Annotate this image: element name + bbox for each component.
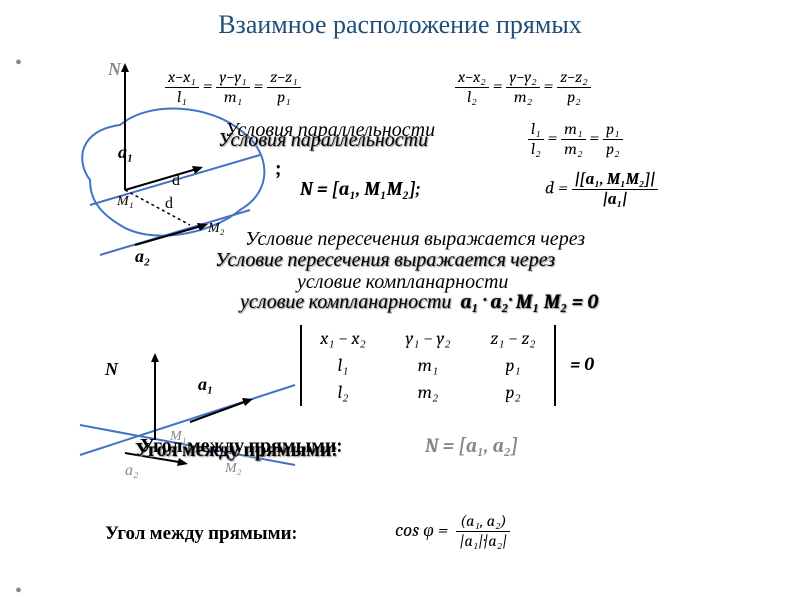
intersect-label-shadow: Условие пересечения выражается через [215,248,555,272]
svg-text:N: N [104,359,119,379]
bullet-icon: • [15,52,22,75]
semicolon: ; [275,155,281,181]
angle-vector-grey: N = [a₁, a₂] [425,434,518,458]
angle-bottom-label: Угол между прямыми: [105,522,297,545]
cosine-eq: cos φ = (a₁, a₂)|a₁|·|a₂| [395,512,510,551]
parallel-ratio: l₁l₂ = m₁m₂ = p₁p₂ [528,120,623,159]
distance-eq: d = |[a₁, M₁M₂]||a₁| [545,170,658,209]
svg-text:M₁: M₁ [116,194,134,209]
canonical-eq-1: x−x₁l₁ = y−y₁m₁ = z−z₁p₁ [165,68,301,107]
parallel-label: Условия параллельности [225,118,435,142]
angle-label: Угол между прямыми: [140,434,342,458]
svg-text:a₁: a₁ [118,142,133,162]
svg-text:a₂: a₂ [135,246,150,266]
svg-text:d: d [172,172,180,189]
svg-text:M₂: M₂ [224,461,242,476]
normal-vector-eq: N = [a₁, M₁M₂]; [300,178,420,201]
canonical-eq-2: x−x₂l₂ = y−y₂m₂ = z−z₂p₂ [455,68,591,107]
svg-text:d: d [165,195,173,212]
page-title: Взаимное расположение прямых [0,0,800,45]
svg-text:a₂: a₂ [125,462,139,479]
svg-text:M₂: M₂ [207,221,225,236]
determinant-eq: x₁ − x₂y₁ − y₂z₁ − z₂ l₁m₁p₁ l₂m₂p₂ = 0 [300,325,594,406]
svg-text:N: N [107,60,122,79]
coplanar-label-shadow: условие компланарности a₁ · a₂· M₁ M₂ = … [240,290,598,314]
svg-text:a₁: a₁ [198,374,213,394]
